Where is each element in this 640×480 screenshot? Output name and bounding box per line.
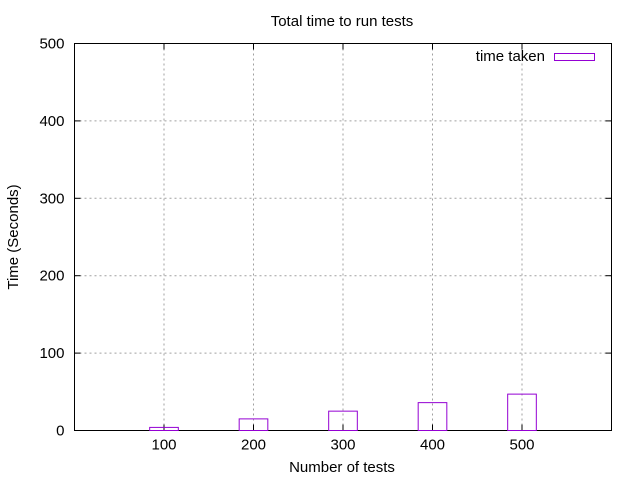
legend-label: time taken [476, 48, 545, 65]
y-axis-label: Time (Seconds) [5, 184, 22, 289]
bar-series [149, 393, 537, 432]
x-tick-label: 200 [241, 437, 266, 454]
plot-frame [74, 43, 612, 431]
bar [328, 410, 358, 431]
y-tick-label: 0 [56, 423, 64, 440]
chart-title: Total time to run tests [271, 13, 414, 30]
y-tick-label: 100 [39, 345, 64, 362]
y-tick-label: 200 [39, 268, 64, 285]
bar [149, 426, 179, 431]
legend: time taken [476, 48, 595, 65]
x-tick-label: 400 [420, 437, 445, 454]
bar [238, 418, 269, 432]
y-tick-label: 300 [39, 190, 64, 207]
x-tick-label: 300 [330, 437, 355, 454]
axis-ticks: 0 100 200 300 400 500 100 200 300 400 500 [39, 36, 612, 454]
x-tick-label: 500 [509, 437, 534, 454]
bar [417, 402, 448, 431]
legend-swatch [554, 53, 595, 61]
x-axis-label: Number of tests [289, 459, 395, 476]
grid-lines [74, 43, 612, 431]
bar [507, 393, 537, 432]
y-tick-label: 400 [39, 113, 64, 130]
x-tick-label: 100 [151, 437, 176, 454]
y-tick-label: 500 [39, 36, 64, 53]
